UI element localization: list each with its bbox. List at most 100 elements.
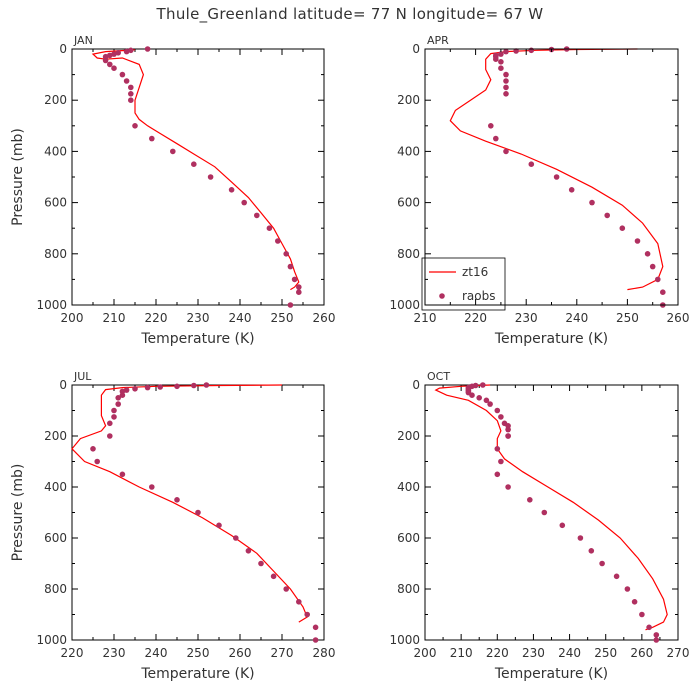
data-point-raobs [111, 414, 117, 420]
x-tick-label: 210 [414, 311, 437, 325]
data-point-raobs [107, 420, 113, 427]
x-tick-label: 200 [61, 311, 84, 325]
jan-panel: JAN Temperature (K) Pressure (mb) 200 210… [10, 34, 335, 347]
x-tick-label: 220 [486, 646, 509, 660]
x-tick-label: 270 [271, 646, 294, 660]
data-point-raobs [494, 407, 501, 414]
figure-title: Thule_Greenland latitude= 77 N longitude… [156, 5, 544, 24]
data-point-raobs [503, 148, 509, 155]
data-point-raobs [296, 289, 302, 296]
x-tick-label: 230 [522, 646, 545, 660]
data-point-raobs [275, 238, 281, 244]
data-point-raobs [132, 386, 138, 392]
data-point-raobs [644, 251, 651, 257]
series-line-zt16 [71, 384, 308, 623]
x-tick-label: 240 [565, 311, 588, 325]
apr-panel: APR Temperature (K) zt16 raobs 210 220 230… [389, 34, 689, 347]
data-point-raobs [494, 446, 501, 452]
x-tick-label: 250 [187, 646, 210, 660]
data-point-raobs [655, 276, 661, 283]
data-point-raobs [487, 401, 493, 407]
y-tick-label: 400 [397, 144, 420, 158]
x-tick-label: 210 [103, 311, 126, 325]
data-point-raobs [589, 199, 595, 206]
data-point-raobs [123, 78, 130, 84]
data-point-raobs [469, 392, 475, 399]
data-point-raobs [266, 225, 273, 231]
data-point-raobs [553, 174, 560, 180]
data-point-raobs [476, 395, 483, 401]
data-point-raobs [233, 535, 239, 541]
y-tick-label: 600 [397, 531, 420, 545]
y-tick-label: 400 [44, 480, 67, 494]
data-point-raobs [541, 509, 548, 516]
y-tick-label: 800 [44, 247, 67, 261]
data-point-raobs [119, 471, 126, 478]
data-point-raobs [228, 187, 235, 193]
x-axis-title: Temperature (K) [494, 666, 608, 682]
legend-point-swatch [439, 293, 445, 299]
x-tick-label: 220 [61, 646, 84, 660]
data-point-raobs [498, 414, 504, 420]
data-point-raobs [107, 61, 113, 68]
x-tick-label: 280 [313, 646, 336, 660]
y-tick-label: 600 [397, 196, 420, 210]
legend-obs-label: raobs [462, 289, 496, 303]
data-point-raobs [588, 548, 595, 554]
x-tick-label: 240 [145, 646, 168, 660]
data-point-raobs [483, 397, 490, 404]
data-point-raobs [480, 382, 486, 388]
data-point-raobs [604, 212, 610, 219]
data-point-raobs [291, 276, 298, 283]
y-tick-label: 1000 [36, 298, 67, 312]
data-point-raobs [258, 560, 264, 567]
data-point-raobs [107, 433, 113, 439]
data-point-raobs [111, 65, 117, 71]
data-point-raobs [270, 573, 277, 580]
x-tick-label: 250 [616, 311, 639, 325]
data-point-raobs [296, 599, 302, 605]
x-axis-title: Temperature (K) [140, 331, 254, 347]
data-point-raobs [503, 84, 509, 91]
y-tick-label: 800 [397, 582, 420, 596]
data-point-raobs [128, 91, 134, 97]
data-point-raobs [128, 84, 134, 91]
data-point-raobs [498, 65, 504, 71]
panel-label: JAN [73, 34, 93, 47]
data-point-raobs [498, 458, 504, 465]
data-point-raobs [287, 263, 294, 270]
y-tick-label: 0 [412, 42, 420, 56]
y-tick-label: 600 [44, 196, 67, 210]
data-point-raobs [207, 174, 214, 180]
data-point-raobs [634, 238, 641, 244]
data-point-raobs [493, 56, 499, 62]
data-point-raobs [312, 637, 319, 643]
x-tick-label: 260 [667, 311, 690, 325]
y-tick-label: 200 [397, 93, 420, 107]
y-tick-label: 200 [44, 93, 67, 107]
data-point-raobs [505, 484, 511, 490]
data-point-raobs [287, 302, 294, 308]
series-line-zt16 [434, 384, 668, 631]
data-point-raobs [528, 47, 535, 54]
data-point-raobs [174, 383, 180, 390]
data-point-raobs [528, 161, 535, 167]
panel-label: APR [427, 34, 449, 47]
data-point-raobs [631, 599, 638, 605]
data-point-raobs [119, 71, 126, 78]
y-tick-label: 600 [44, 531, 67, 545]
data-point-raobs [660, 289, 666, 296]
series-line-zt16 [91, 49, 300, 291]
x-tick-label: 270 [667, 646, 690, 660]
data-point-raobs [144, 384, 151, 391]
data-point-raobs [102, 57, 109, 64]
x-tick-label: 210 [450, 646, 473, 660]
data-point-raobs [115, 401, 121, 407]
y-tick-label: 800 [397, 247, 420, 261]
data-point-raobs [94, 458, 100, 465]
y-tick-label: 0 [412, 378, 420, 392]
data-point-raobs [577, 535, 584, 541]
x-tick-label: 250 [594, 646, 617, 660]
y-tick-label: 0 [59, 378, 67, 392]
